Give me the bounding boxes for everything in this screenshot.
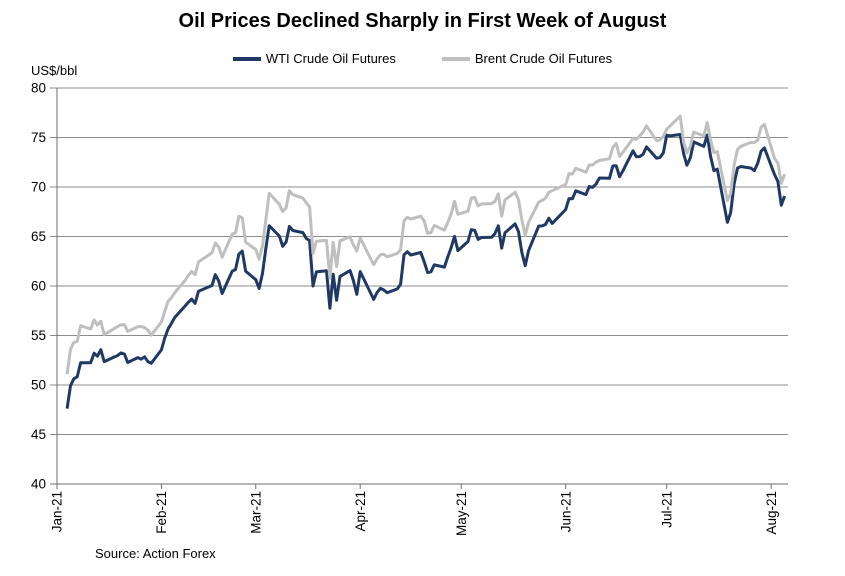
y-axis-tick-label: 60 bbox=[31, 279, 46, 294]
x-axis-tick-label: Jul-21 bbox=[659, 491, 674, 528]
x-axis-tick-label: Jan-21 bbox=[50, 491, 65, 532]
y-axis-tick-label: 55 bbox=[31, 328, 46, 343]
brent-series-line bbox=[65, 114, 787, 375]
brent-line-swatch-icon bbox=[441, 56, 470, 61]
y-axis-tick-label: 50 bbox=[31, 378, 46, 393]
x-axis-tick-label: Mar-21 bbox=[248, 491, 263, 534]
wti-series-line bbox=[65, 133, 787, 409]
y-axis-tick-label: 65 bbox=[31, 229, 46, 244]
y-axis-tick-label: 40 bbox=[31, 477, 46, 492]
x-axis-tick-label: Feb-21 bbox=[154, 491, 169, 534]
y-axis-tick-label: 70 bbox=[31, 180, 46, 195]
legend-label-wti: WTI Crude Oil Futures bbox=[265, 51, 396, 66]
source-caption: Source: Action Forex bbox=[95, 546, 216, 561]
x-axis-tick-label: Jun-21 bbox=[558, 491, 573, 532]
legend-item-wti: WTI Crude Oil Futures bbox=[232, 51, 396, 66]
y-axis-tick-label: 45 bbox=[31, 427, 46, 442]
wti-line-swatch-icon bbox=[232, 56, 261, 61]
x-axis-tick-label: Aug-21 bbox=[764, 491, 779, 535]
x-axis-tick-label: May-21 bbox=[454, 491, 469, 536]
chart-legend: WTI Crude Oil Futures Brent Crude Oil Fu… bbox=[30, 51, 815, 66]
y-axis-tick-label: 80 bbox=[31, 81, 46, 96]
legend-label-brent: Brent Crude Oil Futures bbox=[474, 51, 613, 66]
y-axis-unit-label: US$/bbl bbox=[31, 63, 78, 78]
legend-item-brent: Brent Crude Oil Futures bbox=[441, 51, 613, 66]
x-axis-tick-label: Apr-21 bbox=[353, 491, 368, 532]
y-axis-tick-label: 75 bbox=[31, 130, 46, 145]
chart-title: Oil Prices Declined Sharply in First Wee… bbox=[178, 10, 667, 32]
